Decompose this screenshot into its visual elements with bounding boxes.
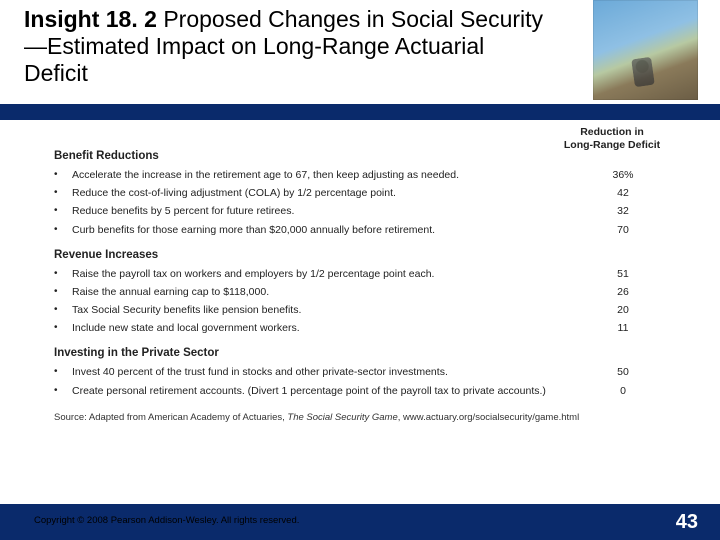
row-description: Reduce the cost-of-living adjustment (CO… [72,186,568,200]
bullet-icon: • [54,267,72,280]
row-value: 20 [568,303,678,317]
row-description: Curb benefits for those earning more tha… [72,223,568,237]
row-value: 26 [568,285,678,299]
bullet-icon: • [54,384,72,397]
column-header-line1: Reduction in [580,126,644,138]
row-value: 32 [568,204,678,218]
content-area: Reduction in Long-Range Deficit Benefit … [54,134,678,423]
bullet-icon: • [54,168,72,181]
bullet-icon: • [54,186,72,199]
section-title: Revenue Increases [54,249,678,261]
bullet-icon: • [54,303,72,316]
bullet-icon: • [54,321,72,334]
row-description: Raise the payroll tax on workers and emp… [72,267,568,281]
slide: Insight 18. 2 Proposed Changes in Social… [0,0,720,540]
section: Revenue Increases•Raise the payroll tax … [54,249,678,338]
row-description: Raise the annual earning cap to $118,000… [72,285,568,299]
header-bar [0,104,720,120]
bullet-icon: • [54,365,72,378]
section: Investing in the Private Sector •Invest 4… [54,347,678,399]
bullet-icon: • [54,223,72,236]
table-row: •Create personal retirement accounts. (D… [54,382,678,400]
row-description: Invest 40 percent of the trust fund in s… [72,365,568,379]
bullet-icon: • [54,285,72,298]
table-row: •Curb benefits for those earning more th… [54,221,678,239]
page-number: 43 [676,511,698,534]
row-description: Include new state and local government w… [72,321,568,335]
row-value: 36% [568,168,678,182]
row-description: Reduce benefits by 5 percent for future … [72,204,568,218]
row-description: Create personal retirement accounts. (Di… [72,384,568,398]
slide-title: Insight 18. 2 Proposed Changes in Social… [24,6,554,87]
source-prefix: Source: Adapted from American Academy of… [54,412,287,423]
source-line: Source: Adapted from American Academy of… [54,412,678,423]
row-value: 42 [568,186,678,200]
row-value: 70 [568,223,678,237]
section-title: Investing in the Private Sector [54,347,678,359]
row-description: Tax Social Security benefits like pensio… [72,303,568,317]
table-row: •Accelerate the increase in the retireme… [54,166,678,184]
table-row: •Include new state and local government … [54,319,678,337]
table-row: •Raise the payroll tax on workers and em… [54,265,678,283]
table-row: •Reduce the cost-of-living adjustment (C… [54,184,678,202]
bullet-icon: • [54,204,72,217]
source-suffix: , www.actuary.org/socialsecurity/game.ht… [398,412,579,423]
table-row: •Raise the annual earning cap to $118,00… [54,283,678,301]
insight-label: Insight 18. 2 [24,6,157,32]
row-value: 11 [568,321,678,335]
copyright-text: Copyright © 2008 Pearson Addison-Wesley.… [34,515,299,526]
table-row: •Tax Social Security benefits like pensi… [54,301,678,319]
row-value: 50 [568,365,678,379]
row-value: 0 [568,384,678,398]
source-title: The Social Security Game [287,412,397,423]
row-value: 51 [568,267,678,281]
row-description: Accelerate the increase in the retiremen… [72,168,568,182]
column-header-reduction: Reduction in Long-Range Deficit [552,126,672,152]
section: Benefit Reductions•Accelerate the increa… [54,150,678,239]
column-header-line2: Long-Range Deficit [564,139,660,151]
table-row: •Reduce benefits by 5 percent for future… [54,202,678,220]
decorative-photo [593,0,698,100]
table-row: •Invest 40 percent of the trust fund in … [54,363,678,381]
